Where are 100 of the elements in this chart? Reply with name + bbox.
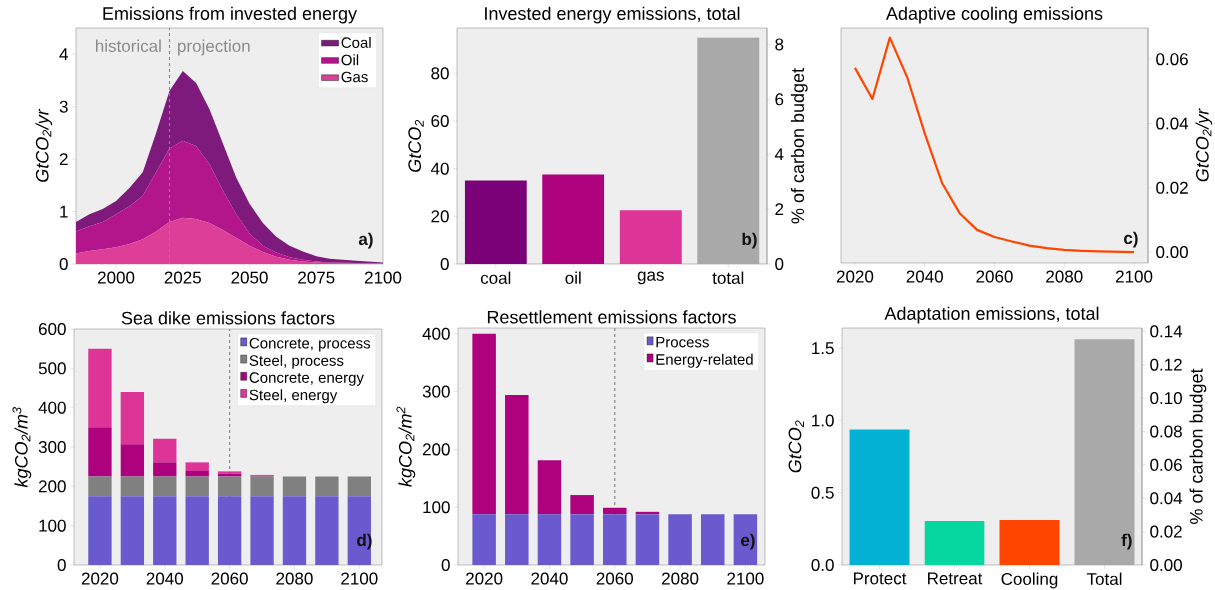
y2-tick-label: 4: [774, 148, 784, 161]
x-tick-label: 2080: [276, 572, 313, 585]
x-tick-label: Cooling: [1001, 572, 1058, 589]
annotation: f): [1121, 533, 1132, 550]
x-tick-label: gas: [637, 271, 664, 285]
y-tick-label: 0: [440, 257, 449, 271]
y-tick-label: 400: [422, 327, 450, 340]
x-tick-label: 2050: [231, 271, 268, 284]
annotation: c): [1124, 231, 1138, 248]
x-tick-label: 2040: [146, 572, 184, 585]
y-tick-label: 100: [423, 501, 450, 514]
y2-tick-label: 0.10: [1150, 392, 1182, 405]
x-tick-label: Protect: [853, 572, 907, 585]
chart-title: Invested energy emissions, total: [485, 6, 740, 24]
y-tick-label: 4: [59, 48, 68, 61]
y-tick-label: 0.0: [811, 558, 834, 572]
x-tick-label: 2100: [364, 271, 402, 284]
y-tick-label: 0: [441, 558, 450, 572]
y-tick-label: 200: [422, 443, 450, 456]
x-tick-label: 2020: [81, 572, 119, 585]
x-tick-label: 2060: [976, 270, 1013, 283]
y-tick-label: 100: [39, 519, 66, 532]
legend-label: Steel, energy: [249, 389, 338, 404]
y-tick-label: 20: [431, 210, 449, 223]
y2-tick-label: 0.06: [1150, 458, 1182, 471]
x-tick-label: total: [712, 271, 744, 285]
y2-tick-label: 0.02: [1150, 525, 1182, 538]
y2-tick-label: 6: [775, 93, 784, 106]
chart-title: Sea dike emissions factors: [121, 311, 335, 325]
legend-label: Gas: [341, 71, 368, 83]
y-tick-label: 500: [38, 362, 66, 375]
y-tick-label: 60: [431, 114, 449, 127]
annotation: e): [741, 533, 755, 550]
y-tick-label: 1.0: [812, 414, 834, 427]
y2-axis-title: GtCO$_{2}$/yr: [1195, 108, 1213, 182]
y2-tick-label: 0.04: [1150, 492, 1183, 505]
annotation: b): [742, 232, 757, 249]
y-tick-label: 1.5: [812, 342, 834, 355]
x-tick-label: coal: [480, 271, 511, 285]
legend-label: Steel, process: [249, 354, 344, 369]
x-tick-label: 2060: [211, 572, 248, 585]
y2-tick-label: 0.14: [1150, 325, 1183, 338]
y-tick-label: 0: [57, 558, 66, 572]
x-tick-label: oil: [565, 271, 581, 285]
legend-label: Concrete, energy: [249, 372, 364, 386]
x-tick-label: 2080: [662, 572, 699, 585]
x-tick-label: 2040: [531, 572, 568, 585]
y2-tick-label: 0.12: [1150, 358, 1182, 371]
y-axis-title: GtCO$_{2}$/yr: [35, 108, 53, 182]
y-tick-label: 200: [38, 480, 66, 493]
y2-tick-label: 0.04: [1156, 117, 1189, 130]
annotation: projection: [178, 39, 250, 56]
x-tick-label: 2020: [836, 270, 874, 283]
x-tick-label: 2025: [164, 271, 201, 284]
y-tick-label: 0.5: [811, 486, 834, 499]
y-tick-label: 2: [59, 153, 68, 166]
x-tick-label: 2000: [98, 271, 135, 284]
annotation: historical: [96, 39, 161, 53]
x-tick-label: 2075: [298, 271, 335, 284]
chart-title: Adaptive cooling emissions: [885, 6, 1103, 24]
chart-title: Resettlement emissions factors: [487, 310, 736, 324]
y-tick-label: 80: [431, 67, 449, 80]
y-axis-title: kgCO$_{2}$/m$^{3}$: [12, 407, 32, 488]
y2-axis-title: % of carbon budget: [1189, 368, 1207, 524]
y-axis-title: GtCO$_{2}$: [788, 420, 804, 473]
x-tick-label: 2100: [1116, 270, 1153, 283]
y2-axis-title: % of carbon budget: [790, 68, 808, 224]
chart-title: Emissions from invested energy: [103, 6, 357, 24]
y2-tick-label: 8: [775, 38, 784, 51]
x-tick-label: 2040: [906, 270, 943, 283]
y-axis-title: GtCO$_{2}$: [408, 119, 424, 172]
y-tick-label: 400: [38, 401, 66, 414]
y2-tick-label: 0: [775, 257, 784, 271]
y2-tick-label: 0.06: [1156, 53, 1188, 66]
legend-label: Concrete, process: [249, 337, 371, 352]
y-tick-label: 600: [38, 322, 66, 336]
legend-label: Oil: [341, 54, 359, 66]
x-tick-label: Retreat: [928, 572, 983, 585]
chart-title: Adaptation emissions, total: [884, 306, 1099, 324]
legend-label: Energy-related: [656, 353, 753, 368]
x-tick-label: 2100: [727, 572, 764, 585]
legend-label: Process: [656, 336, 709, 348]
y2-tick-label: 0.08: [1150, 425, 1182, 438]
y2-tick-label: 0.00: [1156, 246, 1188, 259]
y-tick-label: 300: [422, 385, 450, 398]
y-tick-label: 0: [59, 257, 68, 271]
y2-tick-label: 0.02: [1156, 181, 1188, 194]
y-tick-label: 300: [38, 440, 66, 454]
y-tick-label: 40: [430, 162, 449, 175]
annotation: a): [358, 232, 373, 249]
y2-tick-label: 2: [775, 203, 784, 216]
x-tick-label: 2060: [596, 572, 634, 585]
y-tick-label: 3: [59, 100, 68, 113]
x-tick-label: 2100: [341, 572, 378, 585]
legend-label: Coal: [341, 36, 371, 48]
y2-tick-label: 0.00: [1150, 558, 1182, 572]
x-tick-label: 2020: [466, 572, 503, 585]
x-tick-label: 2080: [1046, 270, 1083, 283]
x-tick-label: Total: [1086, 572, 1122, 586]
y-axis-title: kgCO$_{2}$/m$^{2}$: [396, 406, 416, 487]
